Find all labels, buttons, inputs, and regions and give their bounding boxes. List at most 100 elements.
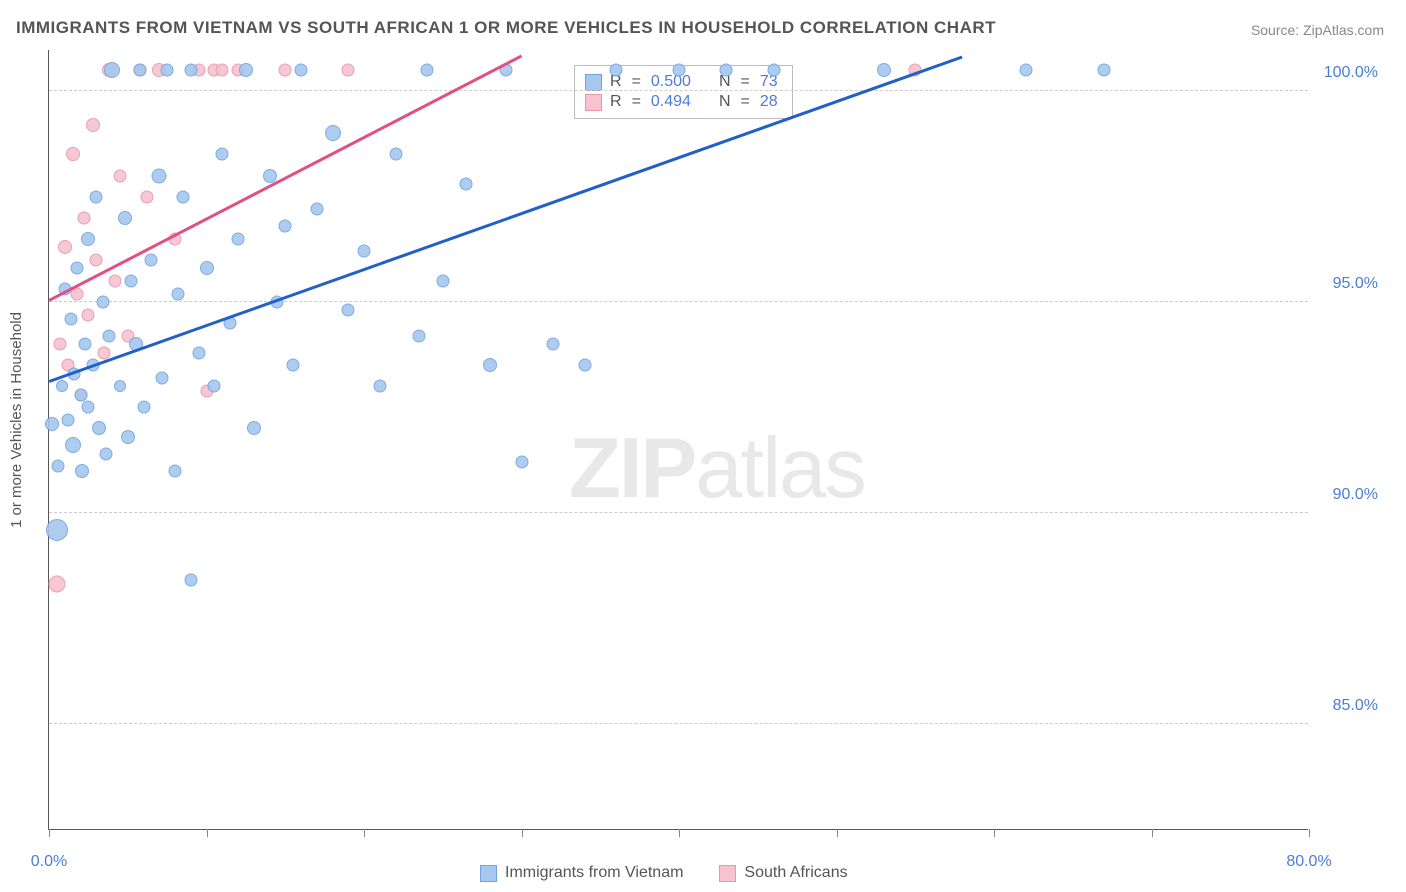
scatter-point: [113, 169, 126, 182]
scatter-point: [232, 232, 245, 245]
scatter-point: [82, 401, 95, 414]
scatter-point: [184, 64, 197, 77]
legend-item-series2: South Africans: [719, 864, 847, 882]
stat-n-letter: N: [719, 93, 731, 111]
chart-title: IMMIGRANTS FROM VIETNAM VS SOUTH AFRICAN…: [16, 18, 996, 38]
watermark-bold: ZIP: [569, 421, 695, 516]
scatter-point: [767, 64, 780, 77]
x-tick: [837, 829, 838, 837]
scatter-point: [176, 190, 189, 203]
scatter-point: [1019, 64, 1032, 77]
scatter-point: [172, 287, 185, 300]
scatter-point: [102, 329, 115, 342]
scatter-point: [92, 421, 106, 435]
stat-r-letter: R: [610, 93, 622, 111]
scatter-point: [56, 380, 68, 392]
x-tick: [994, 829, 995, 837]
scatter-point: [145, 253, 158, 266]
scatter-point: [483, 358, 497, 372]
scatter-point: [279, 220, 292, 233]
scatter-point: [96, 295, 109, 308]
source-label: Source: ZipAtlas.com: [1251, 22, 1384, 38]
scatter-point: [74, 388, 87, 401]
x-tick: [1152, 829, 1153, 837]
watermark-light: atlas: [695, 421, 865, 516]
scatter-point: [373, 380, 386, 393]
scatter-point: [137, 401, 150, 414]
scatter-point: [156, 371, 169, 384]
trend-line: [49, 55, 963, 382]
stat-eq: =: [632, 93, 641, 111]
x-tick: [364, 829, 365, 837]
legend-item-series1: Immigrants from Vietnam: [480, 864, 683, 882]
scatter-point: [310, 203, 323, 216]
scatter-point: [75, 464, 89, 478]
scatter-point: [169, 464, 182, 477]
scatter-point: [208, 380, 221, 393]
watermark: ZIPatlas: [569, 420, 865, 518]
scatter-point: [295, 64, 308, 77]
chart-plot-area: ZIPatlas R= 0.500 N= 73 R= 0.494 N= 28 8…: [48, 50, 1308, 830]
scatter-point: [45, 417, 59, 431]
scatter-point: [140, 190, 153, 203]
scatter-point: [216, 148, 229, 161]
scatter-point: [82, 308, 95, 321]
scatter-point: [98, 346, 111, 359]
grid-line: [49, 301, 1308, 302]
scatter-point: [547, 338, 560, 351]
scatter-point: [66, 147, 80, 161]
scatter-point: [263, 169, 277, 183]
scatter-point: [877, 63, 891, 77]
scatter-point: [578, 359, 591, 372]
scatter-point: [71, 262, 84, 275]
scatter-point: [287, 359, 300, 372]
scatter-point: [342, 64, 355, 77]
stat-n-value-2: 28: [760, 93, 778, 111]
scatter-point: [46, 519, 68, 541]
scatter-point: [48, 576, 65, 593]
legend-label-1: Immigrants from Vietnam: [505, 864, 683, 882]
stat-eq: =: [632, 73, 641, 91]
y-tick-label: 85.0%: [1333, 697, 1378, 715]
grid-line: [49, 512, 1308, 513]
scatter-point: [58, 240, 72, 254]
legend-swatch-1: [480, 865, 497, 882]
scatter-point: [460, 177, 473, 190]
scatter-point: [134, 64, 147, 77]
scatter-point: [99, 447, 112, 460]
scatter-point: [65, 312, 78, 325]
legend-label-2: South Africans: [744, 864, 847, 882]
scatter-point: [81, 232, 95, 246]
scatter-point: [239, 63, 253, 77]
y-axis-label: 1 or more Vehicles in Household: [8, 312, 25, 528]
scatter-point: [436, 274, 449, 287]
scatter-point: [673, 64, 686, 77]
y-tick-label: 95.0%: [1333, 275, 1378, 293]
x-tick: [49, 829, 50, 837]
scatter-point: [161, 64, 174, 77]
scatter-point: [121, 430, 135, 444]
stat-eq: =: [741, 93, 750, 111]
y-tick-label: 90.0%: [1333, 486, 1378, 504]
x-tick-label: 80.0%: [1286, 853, 1331, 871]
scatter-point: [358, 245, 371, 258]
scatter-point: [192, 346, 205, 359]
scatter-point: [184, 574, 197, 587]
scatter-point: [389, 148, 402, 161]
x-tick-label: 0.0%: [31, 853, 67, 871]
scatter-point: [54, 338, 67, 351]
scatter-point: [79, 338, 92, 351]
scatter-point: [152, 168, 167, 183]
x-tick: [207, 829, 208, 837]
scatter-point: [720, 64, 733, 77]
scatter-point: [325, 125, 341, 141]
scatter-point: [515, 456, 528, 469]
grid-line: [49, 723, 1308, 724]
scatter-point: [114, 380, 126, 392]
bottom-legend: Immigrants from Vietnam South Africans: [480, 864, 848, 882]
scatter-point: [279, 64, 292, 77]
scatter-point: [1098, 64, 1111, 77]
scatter-point: [65, 437, 81, 453]
scatter-point: [124, 274, 137, 287]
stat-eq: =: [741, 73, 750, 91]
